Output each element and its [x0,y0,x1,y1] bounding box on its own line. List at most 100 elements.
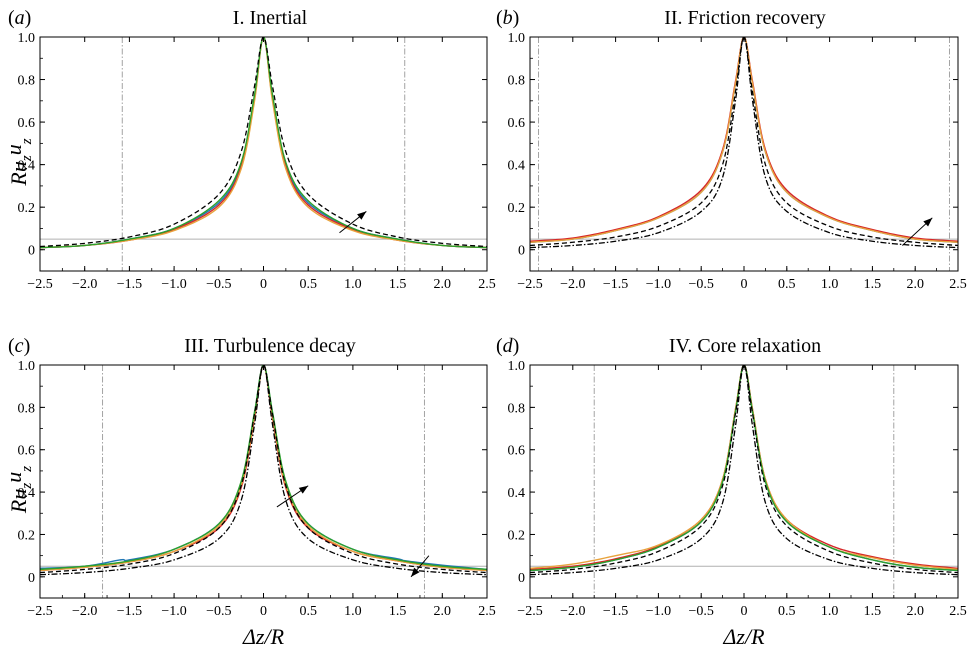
x-tick-label: −1.0 [161,277,186,292]
y-tick-label: 0.4 [18,159,36,174]
series-line-3 [40,365,487,571]
series-line-2 [530,365,958,571]
series-line-2 [530,37,958,243]
series-group [530,37,958,249]
x-tick-label: −0.5 [206,604,231,619]
y-tick-label: 0.2 [18,528,36,543]
series-line-1 [40,365,487,572]
x-tick-label: −1.0 [646,277,671,292]
x-tick-label: −2.5 [517,277,542,292]
panel-title: II. Friction recovery [664,7,826,29]
x-tick-label: −1.5 [603,604,628,619]
y-tick-label: 1.0 [18,359,36,374]
y-tick-label: 0.4 [18,486,36,501]
y-tick-label: 0.8 [508,401,526,416]
x-tick-label: 2.5 [478,277,496,292]
x-tick-label: −0.5 [688,604,713,619]
x-tick-label: 0.5 [299,277,317,292]
y-tick-label: 1.0 [508,31,526,46]
series-line-3 [530,37,958,247]
x-tick-label: 1.5 [389,604,407,619]
series-line-2 [40,37,487,249]
x-tick-label: 2.0 [906,604,924,619]
x-tick-label: 0 [260,604,267,619]
panel-a: −2.5 −2.0 −1.5 −1.0 −0.5 0 0.5 1.0 1.5 2.0 2.5 0 0.2… [1,7,496,292]
y-axis-label: Ruzuz [1,138,35,186]
x-tick-label: −1.5 [117,604,142,619]
x-tick-label: 1.0 [344,277,362,292]
y-tick-label: 0 [518,244,525,259]
x-tick-label: 2.5 [478,604,496,619]
series-line-0 [40,365,487,571]
y-tick-label: 0.6 [508,444,526,459]
x-tick-label: 1.0 [821,604,839,619]
y-tick-label: 0.2 [508,201,526,216]
x-tick-label: −0.5 [206,277,231,292]
series-line-1 [40,37,487,249]
panel-title: IV. Core relaxation [669,335,821,357]
x-tick-label: 2.5 [949,604,967,619]
y-tick-label: 0.6 [18,116,36,131]
y-axis-label: Ruzuz [1,466,35,514]
series-line-1 [530,365,958,571]
series-group [530,365,958,576]
arrow-head-1 [411,567,420,577]
x-tick-label: −0.5 [688,277,713,292]
y-tick-label: 0 [518,571,525,586]
x-tick-label: −2.0 [72,277,97,292]
series-line-3 [40,37,487,249]
x-tick-label: 0.5 [299,604,317,619]
panel-c: −2.5 −2.0 −1.5 −1.0 −0.5 0 0.5 1.0 1.5 2.0 2.5 0 0.2… [1,335,496,649]
x-tick-label: −2.5 [27,277,52,292]
y-tick-label: 0.6 [18,444,36,459]
y-tick-label: 0.8 [18,401,36,416]
y-tick-label: 0.2 [18,201,36,216]
arrow-head-0 [298,485,309,494]
x-tick-label: 1.5 [389,277,407,292]
arrow-head-0 [923,217,933,227]
x-tick-label: −2.0 [560,604,585,619]
x-tick-label: −1.5 [117,277,142,292]
x-tick-label: −1.0 [646,604,671,619]
series-line-2 [40,365,487,572]
x-tick-label: −1.5 [603,277,628,292]
y-tick-label: 0.4 [508,159,526,174]
panel-label: (c) [8,335,30,357]
panel-label: (a) [8,7,31,29]
series-line-3 [530,365,958,572]
y-tick-label: 0.8 [18,74,36,89]
series-line-5 [40,365,487,576]
axes-frame [39,36,488,272]
series-group [40,37,487,249]
series-line-4 [40,37,487,248]
series-line-4 [530,365,958,574]
series-line-5 [530,365,958,576]
x-tick-label: 2.0 [906,277,924,292]
y-tick-label: 1.0 [18,31,36,46]
y-tick-label: 0 [28,244,35,259]
x-axis-label: Δz/R [722,624,765,649]
x-tick-label: 0.5 [778,604,796,619]
x-tick-label: −2.0 [560,277,585,292]
y-tick-label: 0.4 [508,486,526,501]
x-tick-label: 2.0 [434,277,452,292]
y-tick-label: 0 [28,571,35,586]
series-line-0 [40,37,487,249]
y-tick-label: 0.6 [508,116,526,131]
x-tick-label: −1.0 [161,604,186,619]
panel-title: III. Turbulence decay [184,335,356,357]
x-tick-label: 0 [741,604,748,619]
x-tick-label: 2.0 [434,604,452,619]
panel-label: (b) [496,7,519,29]
x-tick-label: 1.5 [864,277,882,292]
y-tick-label: 0.8 [508,74,526,89]
series-line-0 [530,37,958,243]
panel-label: (d) [496,335,519,357]
x-tick-label: 1.0 [344,604,362,619]
x-tick-label: 1.0 [821,277,839,292]
series-line-4 [530,37,958,249]
x-tick-label: 1.5 [864,604,882,619]
x-tick-label: −2.0 [72,604,97,619]
panel-title: I. Inertial [233,7,308,29]
